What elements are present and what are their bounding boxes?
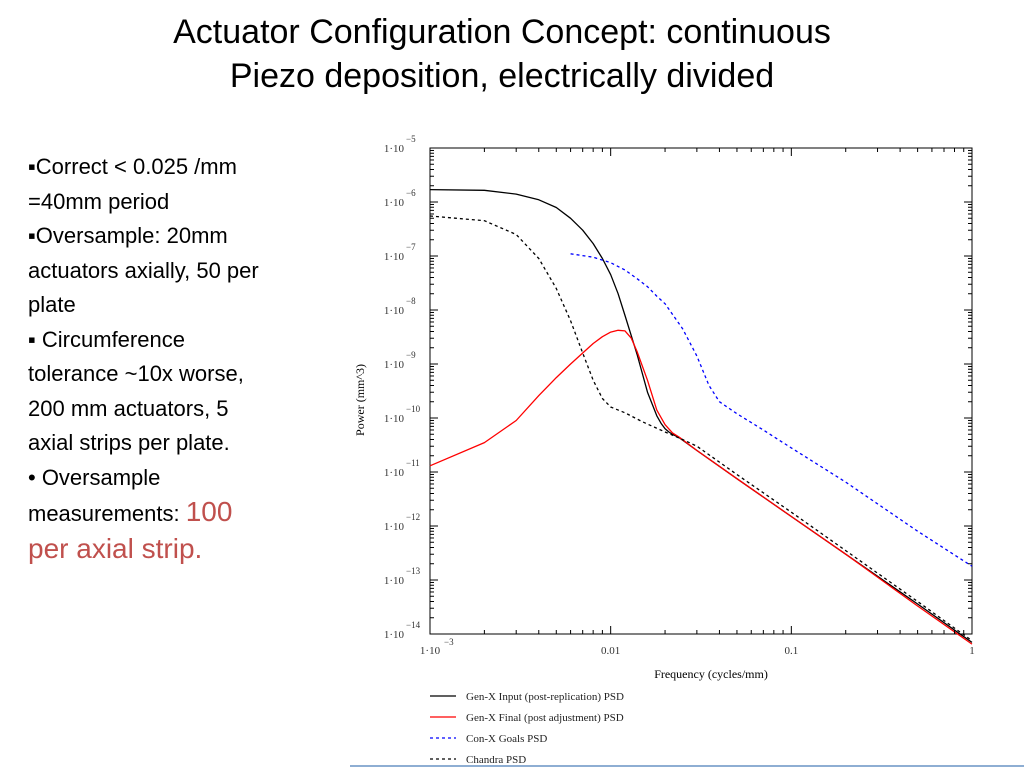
y-tick-label: 1·10 bbox=[384, 359, 405, 371]
bullet-line: ▪ Circumference bbox=[28, 326, 185, 352]
bullet-line: ▪Correct < 0.025 /mm bbox=[28, 154, 237, 179]
x-tick-label: 1·10 bbox=[420, 645, 441, 657]
bullet-line: tolerance ~10x worse, bbox=[28, 361, 244, 386]
y-tick-label: 1·10 bbox=[384, 467, 405, 479]
y-tick-exponent: −12 bbox=[406, 512, 420, 522]
y-tick-label: 1·10 bbox=[384, 521, 405, 533]
y-tick-exponent: −7 bbox=[406, 242, 416, 252]
y-tick-label: 1·10 bbox=[384, 575, 405, 587]
title-line-1: Actuator Configuration Concept: continuo… bbox=[173, 13, 831, 51]
bullet-line: ▪Oversample: 20mm bbox=[28, 223, 228, 248]
bullet-line: measurements: 100 bbox=[28, 495, 338, 532]
y-tick-exponent: −11 bbox=[406, 458, 420, 468]
x-tick-exponent: −3 bbox=[444, 637, 454, 647]
y-tick-exponent: −9 bbox=[406, 350, 416, 360]
title-line-2: Piezo deposition, electrically divided bbox=[229, 57, 775, 95]
legend: Gen-X Input (post-replication) PSD Gen-X … bbox=[430, 691, 624, 766]
tick-layer: 1·10−51·10−61·10−71·10−81·10−91·10−101·1… bbox=[384, 134, 975, 657]
x-axis-label: Frequency (cycles/mm) bbox=[654, 667, 768, 681]
chart-background bbox=[350, 130, 1022, 768]
y-tick-label: 1·10 bbox=[384, 251, 405, 263]
bullet-text: measurements: bbox=[28, 501, 186, 526]
y-axis-label: Power (mm^3) bbox=[353, 364, 367, 436]
y-tick-exponent: −14 bbox=[406, 620, 421, 630]
psd-chart: 1·10 −5 1·10 −6 1·10 −7 1·10 −8 1·10 −9 1·10 −10 1·1… bbox=[350, 130, 1022, 768]
y-tick-label: 1·10 bbox=[384, 629, 405, 641]
bullet-line: plate bbox=[28, 292, 76, 317]
legend-label: Chandra PSD bbox=[466, 754, 526, 766]
y-tick-exponent: −5 bbox=[406, 134, 416, 144]
x-tick-label: 1 bbox=[969, 645, 975, 657]
y-tick-label: 1·10 bbox=[384, 143, 405, 155]
bullet-line: • Oversample bbox=[28, 464, 161, 490]
bullet-line: axial strips per plate. bbox=[28, 430, 230, 455]
legend-label: Gen-X Final (post adjustment) PSD bbox=[466, 712, 624, 724]
y-tick-label: 1·10 bbox=[384, 305, 405, 317]
bullet-list: ▪Correct < 0.025 /mm =40mm period ▪Overs… bbox=[28, 150, 338, 566]
chart-svg: 1·10−51·10−61·10−71·10−81·10−91·10−101·1… bbox=[350, 130, 1022, 768]
highlight-text: 100 bbox=[185, 496, 233, 527]
y-tick-exponent: −6 bbox=[406, 188, 416, 198]
series-layer bbox=[429, 188, 973, 645]
plot-border bbox=[429, 147, 973, 635]
x-tick-label: 0.01 bbox=[601, 645, 620, 657]
y-tick-label: 1·10 bbox=[384, 413, 405, 425]
y-tick-label: 1·10 bbox=[384, 197, 405, 209]
y-tick-exponent: −13 bbox=[406, 566, 421, 576]
bullet-line: actuators axially, 50 per bbox=[28, 257, 259, 283]
slide-title: Actuator Configuration Concept: continuo… bbox=[0, 10, 1004, 98]
y-tick-exponent: −10 bbox=[406, 404, 421, 414]
y-tick-exponent: −8 bbox=[406, 296, 416, 306]
legend-label: Con-X Goals PSD bbox=[466, 733, 547, 745]
series-line-2 bbox=[429, 329, 973, 645]
x-tick-label: 0.1 bbox=[784, 645, 798, 657]
series-line-3 bbox=[570, 253, 973, 567]
legend-label: Gen-X Input (post-replication) PSD bbox=[466, 691, 624, 703]
bullet-line: 200 mm actuators, 5 bbox=[28, 395, 229, 421]
highlight-line: per axial strip. bbox=[28, 532, 203, 564]
series-line-4 bbox=[429, 215, 973, 642]
bullet-line: =40mm period bbox=[28, 188, 170, 214]
slide-bottom-rule bbox=[350, 765, 1024, 767]
plot-frame bbox=[429, 147, 973, 635]
